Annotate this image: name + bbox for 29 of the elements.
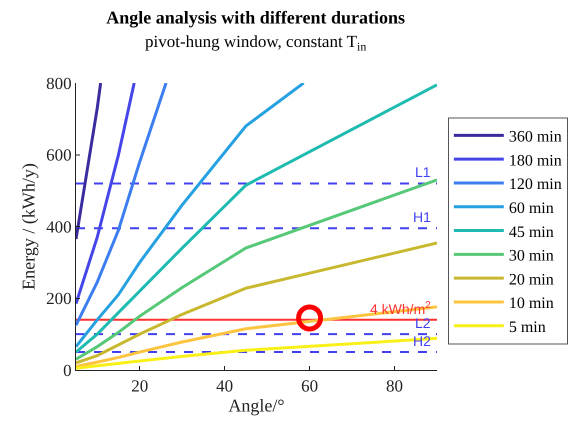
line-series (76, 83, 168, 327)
y-tick-label: 600 (46, 146, 72, 165)
line-series (76, 242, 437, 364)
legend-label: 10 min (508, 295, 554, 312)
chart-title: Angle analysis with different durations (106, 8, 405, 28)
legend-label: 45 min (508, 224, 554, 241)
legend-label: 120 min (508, 176, 562, 194)
x-tick-label: 60 (301, 376, 318, 396)
y-axis-title: Energy / (kWh/y) (18, 163, 38, 290)
x-tick-label: 20 (131, 376, 148, 396)
y-tick-label: 400 (46, 217, 72, 236)
y-tick-label: 800 (46, 74, 72, 93)
line-series (76, 178, 437, 361)
legend-label: 5 min (508, 318, 546, 336)
legend-label: 20 min (508, 271, 554, 288)
legend-label: 360 min (508, 128, 562, 146)
legend-label: 30 min (508, 248, 554, 265)
x-tick-label: 40 (216, 376, 234, 396)
y-tick-label: 200 (46, 289, 72, 308)
x-axis-title: Angle/° (228, 396, 285, 416)
ref-line-label: H1 (413, 209, 432, 225)
legend-label: 60 min (508, 200, 554, 217)
y-tick-label: 0 (63, 360, 72, 380)
ref-line-label: L1 (415, 164, 431, 180)
line-series (76, 83, 306, 348)
legend-label: 180 min (508, 152, 562, 170)
chart-subtitle: pivot-hung window, constant T$_{in}$ (145, 32, 366, 54)
line-series (76, 83, 437, 354)
x-tick-label: 80 (386, 376, 404, 396)
